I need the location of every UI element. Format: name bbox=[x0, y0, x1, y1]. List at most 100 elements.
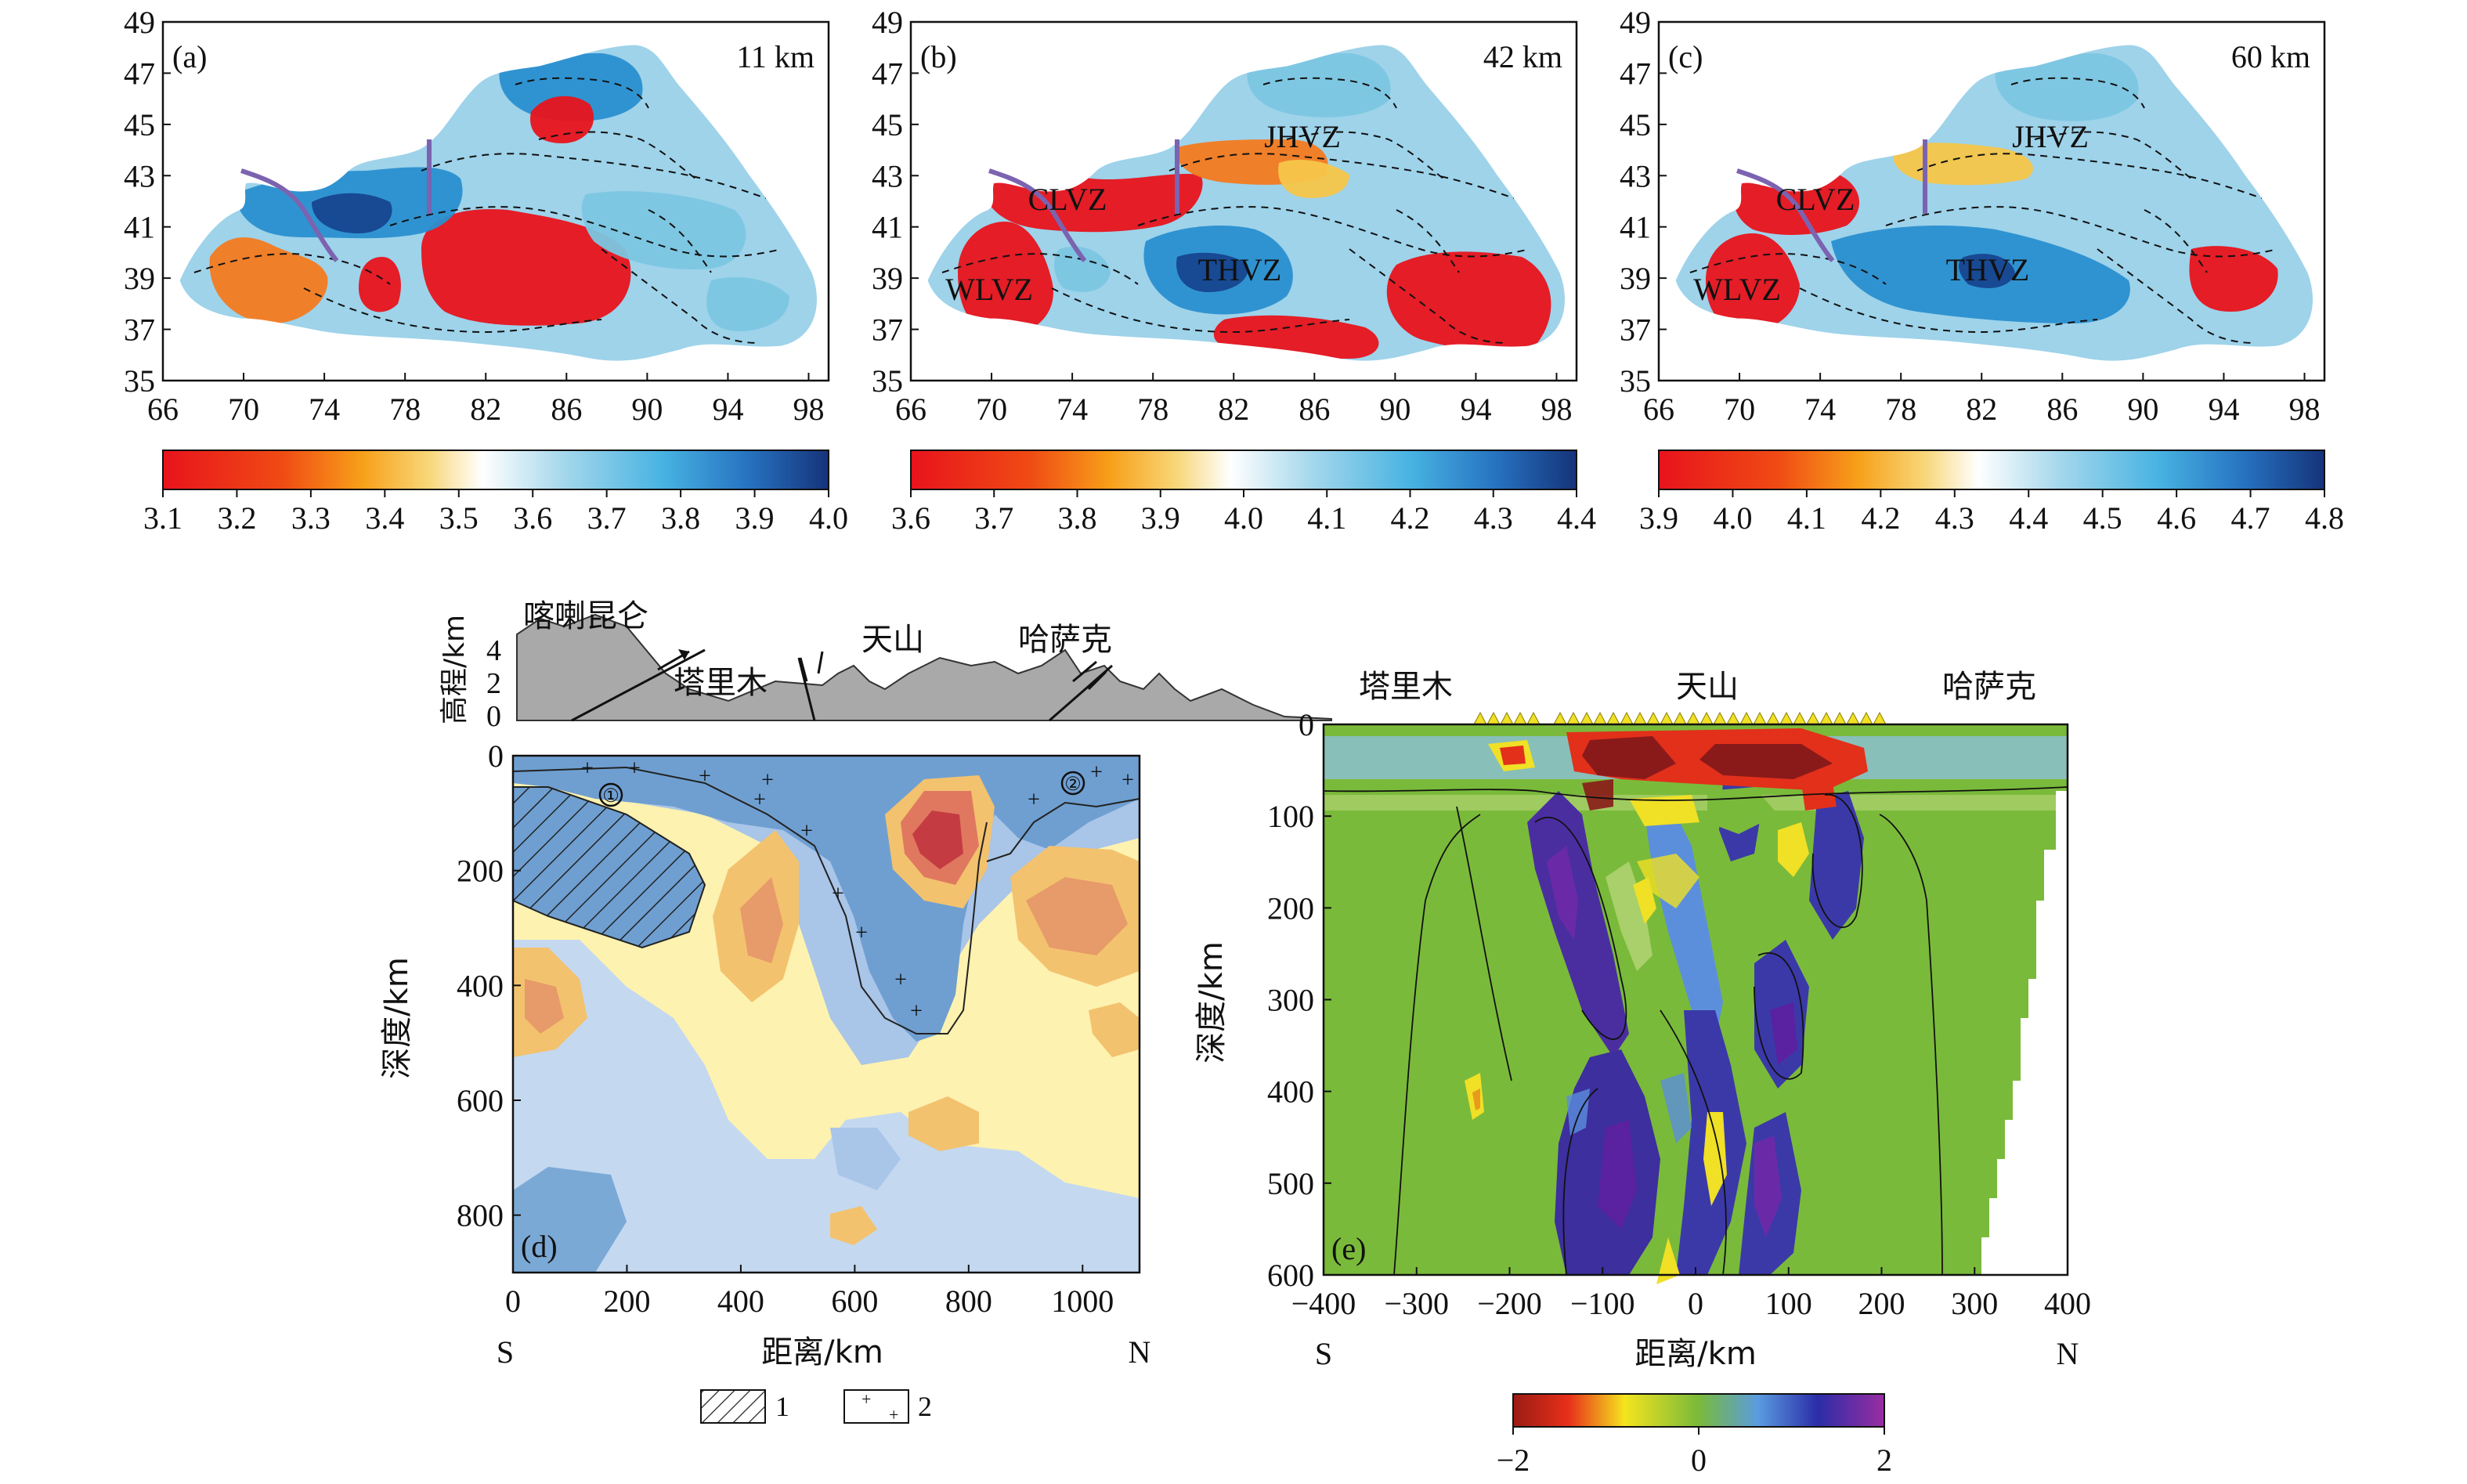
panel-e-cbar-tick-label: 2 bbox=[1876, 1442, 1892, 1478]
lat-tick-label: 43 bbox=[872, 158, 903, 193]
plus-sign: + bbox=[699, 764, 711, 789]
lat-tick-label: 49 bbox=[872, 5, 903, 40]
colorbar-tick-label: 4.0 bbox=[1713, 500, 1752, 536]
lat-tick-label: 37 bbox=[124, 312, 155, 348]
lat-tick-label: 47 bbox=[1620, 56, 1651, 91]
kazakh-label-d: 哈萨克 bbox=[1018, 622, 1112, 658]
station-triangle bbox=[1620, 711, 1634, 725]
map-outline bbox=[1673, 42, 2315, 363]
velocity-map-base bbox=[179, 44, 818, 363]
map-panel-b: (b) 42 km JHVZ CLVZ THVZ WLVZ 49 47 45 43 41 39 37 35… bbox=[872, 5, 1596, 536]
anomaly-patch bbox=[1247, 53, 1391, 117]
panel-e-ytick-label: 200 bbox=[1267, 890, 1314, 926]
fault-line bbox=[648, 209, 712, 273]
lon-tick-label: 78 bbox=[1885, 392, 1916, 427]
map-outline bbox=[925, 42, 1567, 363]
anomaly-patch bbox=[1959, 254, 2015, 288]
lat-tick-label: 39 bbox=[872, 261, 903, 296]
lat-tick-label: 45 bbox=[124, 107, 155, 143]
topo-ylabel: 高程/km bbox=[439, 615, 471, 724]
lat-tick-label: 47 bbox=[872, 56, 903, 91]
panel-d-south: S bbox=[497, 1334, 514, 1370]
tarim-label-d: 塔里木 bbox=[674, 665, 768, 701]
station-triangle bbox=[1833, 711, 1847, 725]
lon-tick-label: 86 bbox=[1299, 392, 1330, 427]
panel-d-ylabel: 深度/km bbox=[379, 957, 415, 1079]
fault-line bbox=[515, 77, 649, 109]
colorbar-tick-label: 4.3 bbox=[1474, 500, 1513, 536]
station-triangle bbox=[1846, 711, 1860, 725]
anomaly-patch bbox=[1892, 143, 2033, 186]
anomaly-patch bbox=[958, 222, 1053, 335]
colorbar-tick-label: 3.5 bbox=[439, 500, 479, 536]
fault-line bbox=[1799, 287, 2098, 334]
zone-label-thvz: THVZ bbox=[1198, 252, 1282, 287]
zone-label-wlvz: WLVZ bbox=[1693, 272, 1781, 307]
fault-line bbox=[538, 131, 696, 179]
station-triangle bbox=[1739, 711, 1754, 725]
fault-line bbox=[303, 287, 602, 334]
velocity-anomalies bbox=[941, 53, 1551, 359]
panel-e-ytick-label: 500 bbox=[1267, 1166, 1314, 1201]
kazakh-label-e: 哈萨克 bbox=[1942, 669, 2036, 705]
anomaly-patch bbox=[312, 193, 392, 233]
lon-tick-label: 90 bbox=[2127, 392, 2158, 427]
lon-tick-label: 82 bbox=[1218, 392, 1249, 427]
anomaly-patch bbox=[359, 257, 401, 312]
station-triangle bbox=[1566, 711, 1580, 725]
colorbar-tick-label: 4.0 bbox=[1224, 500, 1263, 536]
lon-tick-label: 70 bbox=[1724, 392, 1755, 427]
lon-tick-label: 94 bbox=[712, 392, 743, 427]
tianshan-label-d: 天山 bbox=[861, 622, 924, 658]
panel-e-xtick-label: 200 bbox=[1858, 1286, 1905, 1321]
lon-tick-label: 86 bbox=[2046, 392, 2078, 427]
anomaly-patch bbox=[1278, 159, 1349, 198]
station-triangles bbox=[1473, 711, 1887, 725]
station-triangle bbox=[1553, 711, 1567, 725]
panel-d-ytick-label: 200 bbox=[457, 854, 504, 889]
lon-tick-label: 74 bbox=[309, 392, 340, 427]
colorbar-tick-label: 4.0 bbox=[809, 500, 848, 536]
fault-line bbox=[2097, 248, 2255, 344]
map-frame bbox=[161, 20, 830, 382]
zone-label-wlvz: WLVZ bbox=[945, 272, 1033, 307]
lat-tick-label: 49 bbox=[1620, 5, 1651, 40]
lon-tick-label: 98 bbox=[2289, 392, 2321, 427]
colorbar-tick-label: 3.8 bbox=[661, 500, 700, 536]
station-triangle bbox=[1593, 711, 1607, 725]
velocity-anomalies bbox=[1689, 53, 2278, 344]
fault-line bbox=[1168, 153, 1515, 199]
legend-2-label: 2 bbox=[918, 1391, 932, 1422]
panel-e-south: S bbox=[1315, 1336, 1332, 1371]
fault-line bbox=[389, 206, 782, 258]
panel-d-ytick-label: 600 bbox=[457, 1083, 504, 1118]
fault-line bbox=[2010, 77, 2145, 109]
colorbar-tick-label: 4.2 bbox=[1861, 500, 1900, 536]
lat-tick-label: 41 bbox=[1620, 210, 1651, 245]
panel-e-tomogram: (e) bbox=[1322, 723, 2069, 1284]
colorbar-tick-label: 3.6 bbox=[891, 500, 930, 536]
colorbar-tick-label: 4.6 bbox=[2157, 500, 2196, 536]
plus-sign: + bbox=[910, 999, 923, 1024]
panel-d-xlabel: 距离/km bbox=[761, 1334, 883, 1370]
panel-e-cbar-tick-label: 0 bbox=[1691, 1442, 1707, 1478]
panel-e-xtick-label: −300 bbox=[1384, 1286, 1449, 1321]
panel-d-xtick-label: 400 bbox=[717, 1284, 764, 1319]
station-triangle bbox=[1859, 711, 1873, 725]
lon-tick-label: 70 bbox=[228, 392, 259, 427]
station-triangle bbox=[1686, 711, 1700, 725]
panel-e-xtick-label: −400 bbox=[1291, 1286, 1356, 1321]
lon-tick-label: 94 bbox=[2208, 392, 2239, 427]
contour-lines bbox=[1323, 786, 2068, 1276]
panel-d-ytick-label: 0 bbox=[488, 738, 504, 774]
lat-tick-label: 45 bbox=[1620, 107, 1651, 143]
anomaly-patch bbox=[1176, 252, 1248, 292]
station-triangle bbox=[1873, 711, 1887, 725]
lon-tick-label: 90 bbox=[1379, 392, 1410, 427]
fault-line bbox=[1262, 77, 1397, 109]
colorbar-tick-label: 3.9 bbox=[735, 500, 775, 536]
tianshan-label-e: 天山 bbox=[1676, 669, 1739, 705]
map-depth-label: 42 km bbox=[1483, 39, 1562, 74]
lat-tick-label: 37 bbox=[872, 312, 903, 348]
